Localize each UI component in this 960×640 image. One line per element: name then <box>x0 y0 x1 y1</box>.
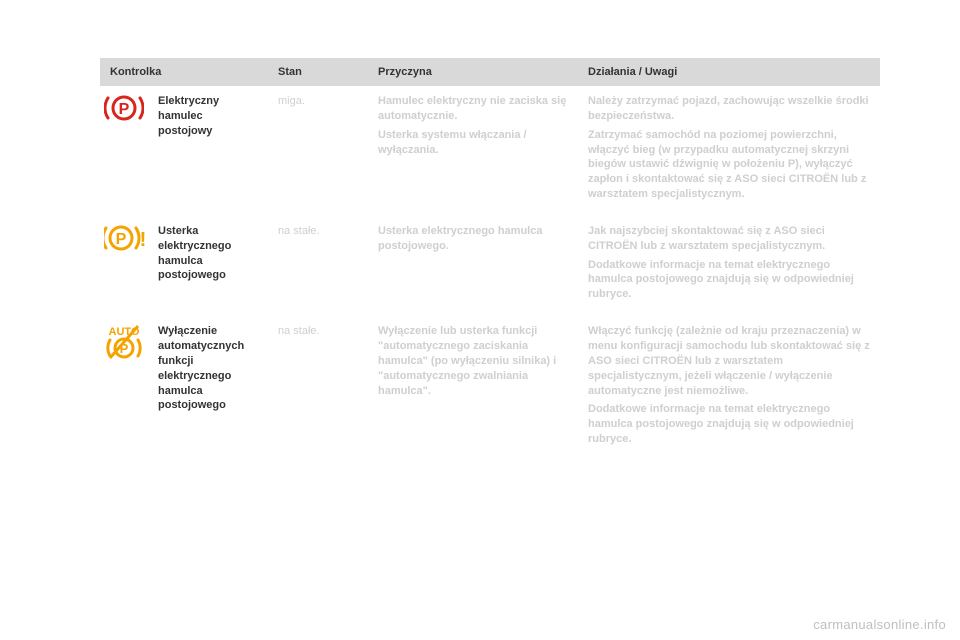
cause-line: Usterka elektrycznego hamulca postojoweg… <box>378 224 568 254</box>
col-header-kontrolka: Kontrolka <box>100 58 268 86</box>
cause-line: Usterka systemu włączania / wyłączania. <box>378 128 568 158</box>
action-line: Dodatkowe informacje na temat elektryczn… <box>588 402 870 447</box>
cause-line: Hamulec elektryczny nie zaciska się auto… <box>378 94 568 124</box>
table-row: AUTO P Wyłączenie automatycznych funkcji… <box>100 316 880 461</box>
svg-text:!: ! <box>140 229 147 251</box>
parking-brake-fault-icon: P ! <box>104 222 148 254</box>
col-header-dzialania: Działania / Uwagi <box>578 58 880 86</box>
svg-text:P: P <box>116 231 127 248</box>
warning-name: Usterka elektrycznego hamulca postojoweg… <box>148 216 268 316</box>
action-line: Zatrzymać samochód na poziomej powierzch… <box>588 128 870 202</box>
parking-brake-icon: P <box>104 92 144 124</box>
action-line: Dodatkowe informacje na temat elektryczn… <box>588 258 870 303</box>
table-row: P Elektryczny hamulec postojowy miga. Ha… <box>100 86 880 216</box>
page: Kontrolka Stan Przyczyna Działania / Uwa… <box>0 0 960 640</box>
footer-watermark: carmanualsonline.info <box>813 617 946 632</box>
warning-state: na stałe. <box>268 316 368 461</box>
warning-name: Elektryczny hamulec postojowy <box>148 86 268 216</box>
warning-lights-table: Kontrolka Stan Przyczyna Działania / Uwa… <box>100 58 880 461</box>
warning-cause: Usterka elektrycznego hamulca postojoweg… <box>368 216 578 316</box>
warning-cause: Wyłączenie lub usterka funkcji "automaty… <box>368 316 578 461</box>
warning-action: Należy zatrzymać pojazd, zachowując wsze… <box>578 86 880 216</box>
action-line: Jak najszybciej skontaktować się z ASO s… <box>588 224 870 254</box>
table-header-row: Kontrolka Stan Przyczyna Działania / Uwa… <box>100 58 880 86</box>
action-line: Należy zatrzymać pojazd, zachowując wsze… <box>588 94 870 124</box>
table-row: P ! Usterka elektrycznego hamulca postoj… <box>100 216 880 316</box>
col-header-przyczyna: Przyczyna <box>368 58 578 86</box>
warning-state: miga. <box>268 86 368 216</box>
icon-cell: P <box>100 86 148 216</box>
svg-text:P: P <box>119 101 130 118</box>
icon-cell: P ! <box>100 216 148 316</box>
col-header-stan: Stan <box>268 58 368 86</box>
action-line: Włączyć funkcję (zależnie od kraju przez… <box>588 324 870 398</box>
warning-cause: Hamulec elektryczny nie zaciska się auto… <box>368 86 578 216</box>
warning-action: Włączyć funkcję (zależnie od kraju przez… <box>578 316 880 461</box>
parking-brake-auto-off-icon: AUTO P <box>104 322 144 362</box>
cause-line: Wyłączenie lub usterka funkcji "automaty… <box>378 324 568 398</box>
warning-action: Jak najszybciej skontaktować się z ASO s… <box>578 216 880 316</box>
icon-cell: AUTO P <box>100 316 148 461</box>
warning-state: na stałe. <box>268 216 368 316</box>
warning-name: Wyłączenie automatycznych funkcji elektr… <box>148 316 268 461</box>
